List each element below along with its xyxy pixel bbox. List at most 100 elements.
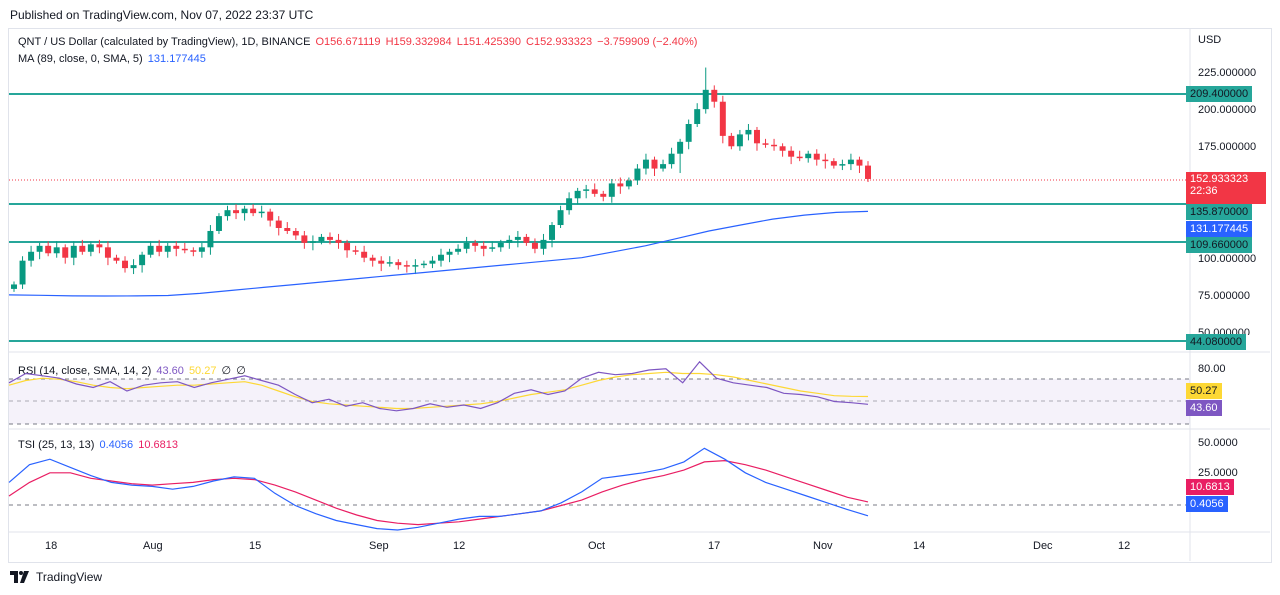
candle-body	[608, 183, 615, 197]
candle-body	[11, 284, 17, 289]
rsi-tag: 43.60	[1186, 400, 1222, 416]
close-value: C152.933323	[526, 36, 593, 48]
candle-body	[386, 262, 393, 264]
candle-body	[301, 235, 308, 243]
rsi-sma-tag: 50.27	[1186, 383, 1222, 399]
low-value: L151.425390	[456, 36, 521, 48]
candle-body	[540, 239, 547, 249]
price-tick: 225.000000	[1198, 67, 1257, 79]
ma-legend[interactable]: MA (89, close, 0, SMA, 5) 131.177445	[18, 53, 208, 65]
candle-body	[335, 239, 342, 243]
level-tag-44[interactable]: 44.080000	[1186, 334, 1246, 350]
time-tick: 14	[913, 540, 926, 552]
candle-body	[702, 89, 709, 110]
candle-body	[28, 251, 35, 261]
candle-body	[190, 250, 197, 252]
candle-body	[258, 211, 265, 214]
candle-body	[241, 208, 248, 214]
candle-body	[625, 180, 632, 187]
candle-body	[70, 245, 77, 258]
candle-body	[122, 260, 129, 269]
candle-body	[685, 124, 692, 142]
candle-body	[224, 210, 231, 217]
time-tick: Oct	[588, 540, 606, 552]
candle-body	[489, 247, 496, 249]
candle-body	[79, 245, 86, 252]
last-price-value: 152.933323	[1190, 173, 1249, 185]
time-tick: Aug	[143, 540, 163, 552]
candle-body	[813, 153, 820, 160]
level-tag-209[interactable]: 209.400000	[1186, 86, 1253, 102]
level-tag-135[interactable]: 135.870000	[1186, 204, 1253, 220]
last-price-tag[interactable]: 152.933323 22:36	[1186, 172, 1266, 204]
candle-body	[164, 245, 171, 252]
candles-layer	[11, 67, 871, 292]
candle-body	[839, 164, 846, 166]
candle-body	[420, 263, 427, 266]
high-value: H159.332984	[385, 36, 452, 48]
candle-body	[139, 254, 146, 266]
time-tick: 15	[249, 540, 262, 552]
candle-body	[711, 89, 718, 102]
rsi-line	[8, 360, 869, 412]
candle-body	[250, 208, 257, 214]
time-tick: 12	[453, 540, 466, 552]
candle-body	[215, 216, 222, 231]
candle-body	[600, 193, 607, 197]
ma-tag: 131.177445	[1186, 221, 1253, 237]
price-tick: 75.000000	[1198, 290, 1250, 302]
candle-body	[395, 262, 402, 266]
tsi-legend[interactable]: TSI (25, 13, 13) 0.4056 10.6813	[18, 439, 180, 451]
currency-label[interactable]: USD	[1198, 34, 1222, 46]
candle-body	[728, 135, 735, 147]
candle-body	[762, 143, 769, 145]
price-tick: 50.000000	[1198, 327, 1250, 335]
candle-body	[668, 153, 675, 165]
tsi-value: 0.4056	[99, 439, 134, 451]
candle-body	[130, 265, 137, 269]
countdown-value: 22:36	[1190, 185, 1218, 197]
candle-body	[233, 210, 240, 214]
published-note: Published on TradingView.com, Nov 07, 20…	[10, 8, 314, 22]
candle-body	[736, 134, 743, 147]
level-tag-109[interactable]: 109.660000	[1186, 237, 1253, 253]
candle-body	[173, 245, 180, 249]
candle-body	[463, 242, 470, 249]
price-tick: 200.000000	[1198, 104, 1257, 116]
candle-body	[53, 247, 60, 254]
candle-body	[531, 242, 538, 249]
time-tick: 12	[1118, 540, 1131, 552]
candle-body	[549, 225, 556, 240]
ma-value: 131.177445	[147, 53, 206, 65]
candle-body	[147, 245, 154, 255]
rsi-extra-2: ∅	[236, 365, 246, 377]
candle-body	[429, 260, 436, 264]
candle-body	[506, 239, 513, 243]
candle-body	[583, 189, 590, 191]
candle-body	[19, 260, 26, 285]
candle-body	[87, 244, 94, 252]
candle-body	[822, 159, 829, 162]
tsi-label: TSI (25, 13, 13)	[18, 439, 95, 451]
candle-body	[796, 156, 803, 159]
candle-body	[788, 150, 795, 157]
chart-frame	[8, 28, 1272, 563]
candle-body	[856, 159, 863, 166]
candle-body	[771, 144, 778, 147]
candle-body	[719, 101, 726, 136]
rsi-tick: 80.00	[1198, 363, 1226, 375]
candle-body	[591, 189, 598, 194]
candle-body	[455, 248, 462, 252]
candle-body	[694, 109, 701, 124]
candle-body	[651, 159, 658, 169]
time-tick: 18	[45, 540, 58, 552]
candle-body	[284, 228, 291, 231]
rsi-legend[interactable]: RSI (14, close, SMA, 14, 2) 43.60 50.27 …	[18, 364, 248, 377]
tradingview-logo[interactable]: TradingView	[10, 570, 102, 584]
candle-body	[805, 153, 812, 159]
time-tick: Nov	[813, 540, 833, 552]
candle-body	[865, 165, 871, 179]
brand-label: TradingView	[36, 570, 103, 584]
candle-body	[36, 245, 43, 252]
